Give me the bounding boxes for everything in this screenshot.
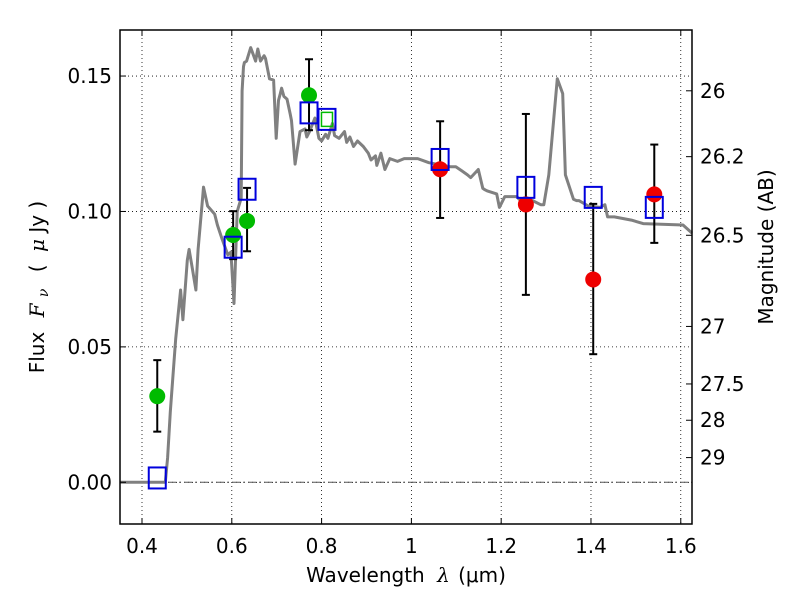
y-tick-label: 0.00: [67, 470, 112, 494]
x-tick-label: 0.4: [126, 534, 158, 558]
plot-frame: [119, 29, 693, 525]
x-tick-label: 0.6: [216, 534, 248, 558]
x-axis-label: Wavelength λ (μm): [306, 563, 506, 587]
y-tick-label: 0.10: [67, 199, 112, 223]
error-bars: [153, 58, 659, 433]
model-square: [223, 235, 243, 259]
y2-tick-label: 26.5: [700, 223, 745, 247]
y-tick-label: 0.05: [67, 335, 112, 359]
x-tick-label: 1.6: [665, 534, 697, 558]
model-square: [237, 177, 257, 201]
y2-tick-labels: 26 26.2 26.5 27 27.5 28 29: [700, 79, 745, 470]
y2-tick-label: 26: [700, 79, 725, 103]
y-tick-labels: 0.00 0.05 0.10 0.15: [67, 64, 112, 494]
y2-tick-label: 27.5: [700, 372, 745, 396]
x-tick-label: 1: [405, 534, 418, 558]
y-tick-label: 0.15: [67, 64, 112, 88]
model-square: [583, 185, 603, 209]
model-square-inner: [320, 111, 334, 128]
green-data-point: [301, 87, 318, 104]
y2-tick-label: 27: [700, 314, 725, 338]
y-axis-label: Flux F ν ( μ Jy ): [25, 201, 53, 374]
model-square: [430, 147, 450, 171]
green-data-point: [149, 388, 166, 405]
y2-tick-label: 26.2: [700, 145, 745, 169]
model-photometry-squares: [147, 101, 664, 490]
x-tick-labels: 0.4 0.6 0.8 1 1.2 1.4 1.6: [126, 534, 697, 558]
model-spectrum: [120, 46, 694, 484]
y2-tick-label: 28: [700, 408, 725, 432]
y2-axis-label: Magnitude (AB): [754, 169, 778, 324]
red-data-point: [585, 271, 602, 288]
x-tick-label: 0.8: [306, 534, 338, 558]
model-square: [516, 175, 536, 199]
axis-ticks: [120, 30, 692, 524]
grid: [120, 30, 692, 524]
green-data-point: [239, 212, 256, 229]
spectrum-line: [120, 46, 694, 484]
observed-points: [149, 87, 663, 405]
y2-tick-label: 29: [700, 446, 725, 470]
red-data-point: [517, 196, 534, 213]
red-data-point: [646, 186, 663, 203]
x-tick-label: 1.4: [575, 534, 607, 558]
model-square: [644, 195, 664, 219]
green-data-point: [225, 227, 242, 244]
model-square: [317, 107, 337, 131]
x-tick-label: 1.2: [485, 534, 517, 558]
model-square: [147, 466, 167, 490]
